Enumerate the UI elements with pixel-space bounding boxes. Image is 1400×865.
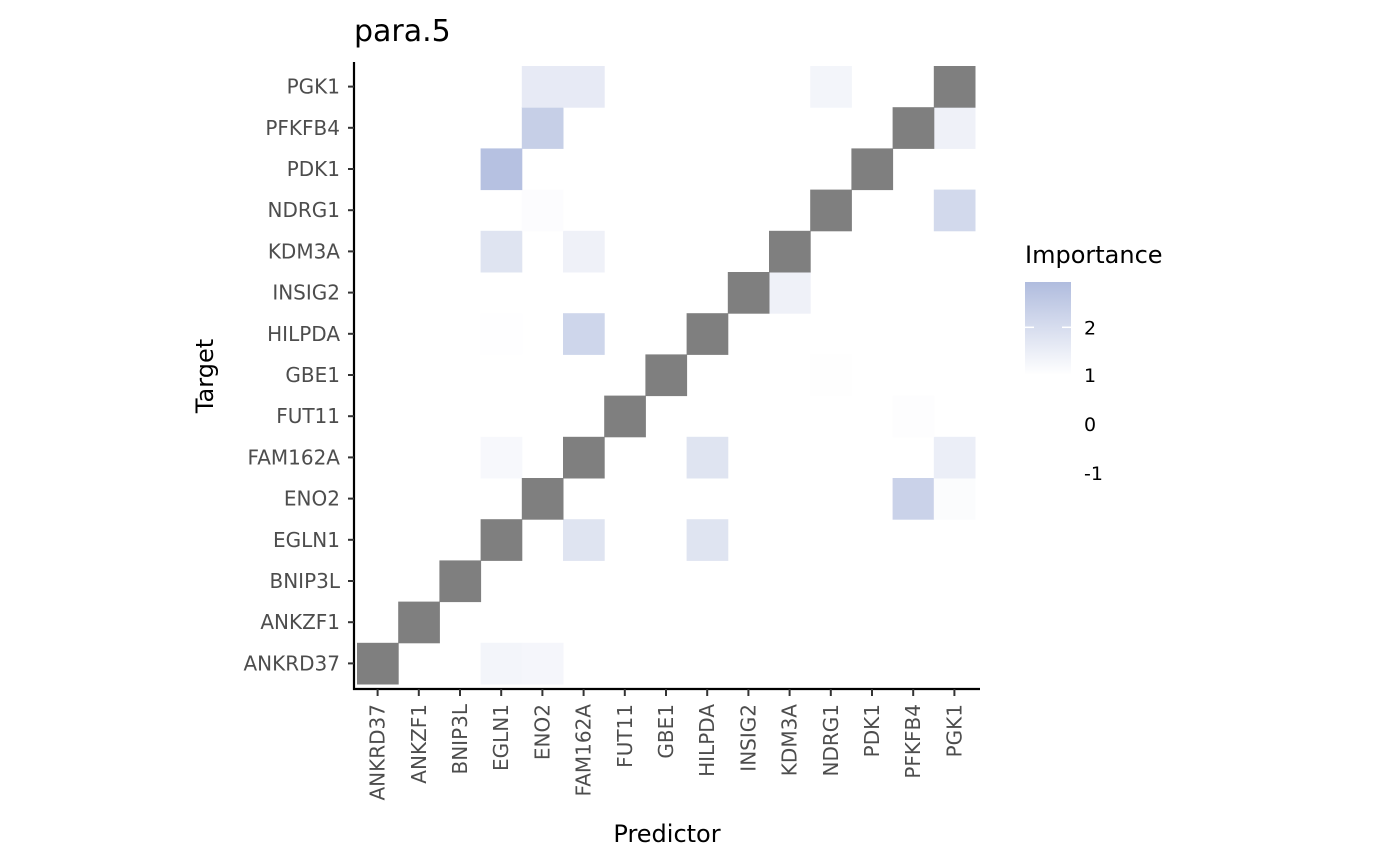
x-tick-label: FUT11 [613, 704, 637, 768]
y-tick-label: PDK1 [287, 157, 340, 181]
y-tick-label: FUT11 [276, 404, 340, 428]
heatmap-diagonal-cell [851, 148, 894, 191]
x-tick-label: PFKFB4 [901, 704, 925, 779]
heatmap-cell [810, 66, 852, 108]
y-tick-label: PFKFB4 [265, 116, 340, 140]
heatmap-cell [563, 519, 605, 561]
heatmap-diagonal-cell [769, 230, 811, 273]
heatmap-diagonal-cell [933, 66, 976, 108]
legend-ticks: 2 1 0 -1 [1025, 317, 1103, 485]
heatmap-cell [686, 519, 729, 561]
heatmap-cell [480, 436, 523, 479]
heatmap-cell [933, 478, 976, 520]
heatmap-diagonal-cell [357, 642, 399, 685]
heatmap-cell [892, 478, 935, 520]
x-tick-label: ANKZF1 [407, 704, 431, 784]
heatmap-cell [521, 189, 564, 232]
heatmap-diagonal-cell [398, 601, 440, 644]
legend-tick-label: 1 [1084, 365, 1096, 387]
x-tick-label: FAM162A [572, 704, 596, 797]
legend-tick-label: 0 [1084, 414, 1096, 436]
heatmap-cell [933, 436, 976, 479]
heatmap-cell [563, 230, 605, 273]
heatmap-cell [521, 642, 564, 685]
heatmap-cell [810, 354, 852, 397]
x-tick-label: HILPDA [695, 704, 719, 777]
heatmap-cell [480, 230, 523, 273]
heatmap-diagonal-cell [727, 272, 770, 314]
x-tick-label: PGK1 [942, 704, 966, 757]
y-tick-label: EGLN1 [273, 528, 340, 552]
x-axis-title: Predictor [613, 820, 720, 848]
x-tick-label: EGLN1 [489, 704, 513, 771]
x-tick-label: PDK1 [860, 704, 884, 757]
heatmap-cell [521, 66, 564, 108]
y-tick-label: ANKRD37 [243, 651, 340, 675]
heatmap-cell [563, 313, 605, 355]
x-tick-label: KDM3A [778, 704, 802, 776]
y-tick-label: ANKZF1 [260, 610, 340, 634]
legend-tick-label: 2 [1084, 317, 1096, 339]
heatmap-diagonal-cell [892, 107, 935, 149]
y-tick-label: BNIP3L [269, 569, 340, 593]
heatmap-cell [686, 436, 729, 479]
legend: Importance 2 1 0 -1 [1025, 241, 1163, 485]
y-tick-label: HILPDA [267, 322, 340, 346]
heatmap-cells [357, 66, 976, 685]
y-tick-label: INSIG2 [272, 281, 340, 305]
heatmap-cell [892, 395, 935, 438]
heatmap-diagonal-cell [563, 436, 605, 479]
heatmap-cell [563, 66, 605, 108]
y-tick-label: GBE1 [285, 363, 340, 387]
x-tick-label: ANKRD37 [366, 704, 390, 801]
legend-colorbar [1025, 282, 1071, 375]
heatmap-cell [769, 272, 811, 314]
heatmap-cell [480, 642, 523, 685]
chart-title: para.5 [354, 14, 451, 49]
x-tick-label: ENO2 [530, 704, 554, 760]
legend-title: Importance [1025, 241, 1163, 269]
y-axis-ticks: ANKRD37 ANKZF1 BNIP3L EGLN1 ENO2 FAM162A FUT11… [243, 75, 354, 675]
legend-tick-label: -1 [1084, 463, 1103, 485]
heatmap-diagonal-cell [810, 189, 852, 232]
heatmap-diagonal-cell [604, 395, 646, 438]
heatmap-cell [521, 107, 564, 149]
y-tick-label: NDRG1 [268, 198, 340, 222]
heatmap-cell [933, 189, 976, 232]
heatmap-diagonal-cell [480, 519, 523, 561]
x-axis-ticks: ANKRD37 ANKZF1 BNIP3L EGLN1 ENO2 FAM162A FUT11… [366, 689, 966, 801]
heatmap-cell [480, 313, 523, 355]
y-tick-label: FAM162A [248, 445, 341, 469]
heatmap-diagonal-cell [645, 354, 688, 397]
y-tick-label: ENO2 [284, 487, 340, 511]
y-tick-label: KDM3A [268, 239, 340, 263]
heatmap-cell [480, 148, 523, 191]
heatmap-cell [933, 107, 976, 149]
heatmap-diagonal-cell [521, 478, 564, 520]
x-tick-label: INSIG2 [736, 704, 760, 772]
x-tick-label: BNIP3L [448, 703, 472, 774]
y-axis-title: Target [191, 339, 219, 414]
x-tick-label: NDRG1 [819, 704, 843, 776]
x-tick-label: GBE1 [654, 704, 678, 759]
y-tick-label: PGK1 [287, 75, 340, 99]
heatmap-diagonal-cell [686, 313, 729, 355]
heatmap-diagonal-cell [439, 560, 482, 603]
